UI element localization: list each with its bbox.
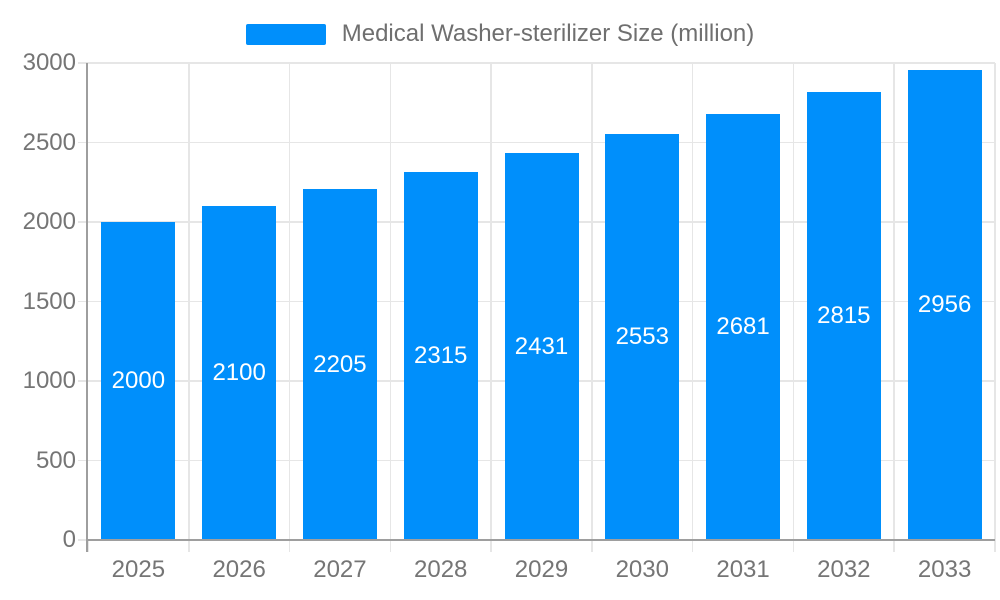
bar-value-label: 2431: [514, 332, 569, 360]
bar: 2315: [403, 171, 478, 540]
x-axis-line: [86, 539, 995, 541]
bar-value-label: 2100: [212, 359, 266, 387]
y-axis-tick: [78, 539, 88, 541]
gridline-horizontal: [88, 62, 995, 64]
x-axis-tick: [591, 540, 593, 552]
y-axis-tick: [78, 62, 88, 64]
y-axis-tick: [78, 141, 88, 144]
x-axis-tick: [792, 540, 795, 552]
x-axis-tick: [994, 540, 996, 552]
gridline-vertical: [591, 63, 593, 540]
bar-value-label: 2553: [615, 323, 669, 351]
x-axis-tick-label: 2031: [716, 556, 770, 583]
x-axis-tick: [893, 540, 895, 552]
bar: 2205: [302, 189, 377, 540]
gridline-vertical: [288, 63, 291, 540]
gridline-vertical: [994, 63, 996, 540]
x-axis-tick: [691, 540, 694, 552]
x-axis-tick-label: 2032: [817, 556, 871, 583]
x-axis-tick-label: 2029: [514, 556, 569, 583]
bar: 2000: [101, 222, 176, 540]
bar-value-label: 2815: [817, 302, 871, 330]
x-axis-tick-label: 2030: [615, 556, 669, 583]
x-axis-tick: [490, 540, 492, 552]
gridline-vertical: [389, 63, 392, 540]
x-axis-tick-label: 2033: [917, 556, 972, 583]
gridline-horizontal: [88, 141, 995, 144]
bar: 2956: [907, 69, 982, 540]
bar-value-label: 2956: [917, 290, 972, 318]
y-axis-tick-label: 1000: [22, 367, 76, 394]
bar: 2553: [605, 134, 680, 540]
legend-label: Medical Washer-sterilizer Size (million): [341, 20, 755, 47]
bar: 2681: [706, 113, 781, 540]
y-axis-line: [86, 63, 88, 552]
bar-value-label: 2681: [716, 312, 770, 340]
y-axis-tick: [78, 459, 88, 462]
bar-value-label: 2205: [313, 350, 367, 378]
gridline-vertical: [691, 63, 694, 540]
gridline-vertical: [792, 63, 795, 540]
x-axis-tick-label: 2025: [111, 556, 166, 583]
y-axis-tick-label: 500: [35, 446, 76, 474]
bar-value-label: 2000: [111, 367, 166, 394]
x-axis-tick: [389, 540, 392, 552]
y-axis-tick: [78, 300, 88, 303]
bar: 2100: [202, 206, 277, 540]
x-axis-tick-label: 2028: [414, 556, 468, 583]
bar: 2815: [806, 92, 881, 540]
gridline-vertical: [188, 63, 190, 540]
legend[interactable]: Medical Washer-sterilizer Size (million): [0, 18, 1000, 50]
y-axis-tick: [78, 221, 88, 223]
y-axis-tick: [78, 380, 88, 382]
bar-value-label: 2315: [414, 341, 468, 369]
x-axis-tick: [87, 540, 89, 552]
y-axis-tick-label: 2500: [22, 128, 76, 156]
y-axis-tick-label: 3000: [22, 49, 76, 76]
y-axis-tick-label: 0: [62, 526, 76, 553]
bar: 2431: [504, 153, 579, 540]
x-axis-tick: [288, 540, 291, 552]
x-axis-tick: [188, 540, 190, 552]
y-axis-tick-label: 1500: [22, 287, 76, 315]
gridline-vertical: [893, 63, 895, 540]
legend-swatch: [245, 23, 326, 45]
y-axis-tick-label: 2000: [22, 208, 76, 235]
x-axis-tick-label: 2027: [313, 556, 367, 583]
x-axis-tick-label: 2026: [212, 556, 266, 583]
gridline-vertical: [490, 63, 492, 540]
